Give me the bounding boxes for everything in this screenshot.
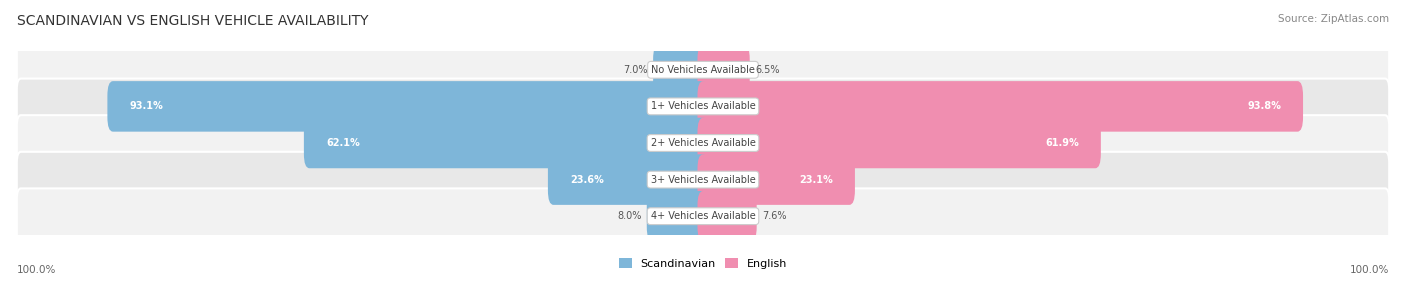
- FancyBboxPatch shape: [654, 45, 709, 95]
- FancyBboxPatch shape: [107, 81, 709, 132]
- Legend: Scandinavian, English: Scandinavian, English: [619, 259, 787, 269]
- FancyBboxPatch shape: [647, 191, 709, 241]
- FancyBboxPatch shape: [17, 79, 1389, 134]
- FancyBboxPatch shape: [304, 118, 709, 168]
- Text: Source: ZipAtlas.com: Source: ZipAtlas.com: [1278, 14, 1389, 24]
- FancyBboxPatch shape: [17, 152, 1389, 207]
- Text: 6.5%: 6.5%: [755, 65, 780, 75]
- FancyBboxPatch shape: [697, 118, 1101, 168]
- Text: 62.1%: 62.1%: [326, 138, 360, 148]
- Text: 3+ Vehicles Available: 3+ Vehicles Available: [651, 175, 755, 184]
- FancyBboxPatch shape: [548, 154, 709, 205]
- Text: 23.1%: 23.1%: [799, 175, 832, 184]
- Text: 1+ Vehicles Available: 1+ Vehicles Available: [651, 102, 755, 111]
- Text: 100.0%: 100.0%: [1350, 265, 1389, 275]
- FancyBboxPatch shape: [17, 115, 1389, 171]
- Text: 93.1%: 93.1%: [129, 102, 163, 111]
- FancyBboxPatch shape: [697, 191, 756, 241]
- FancyBboxPatch shape: [697, 81, 1303, 132]
- Text: 93.8%: 93.8%: [1247, 102, 1281, 111]
- Text: SCANDINAVIAN VS ENGLISH VEHICLE AVAILABILITY: SCANDINAVIAN VS ENGLISH VEHICLE AVAILABI…: [17, 14, 368, 28]
- Text: 100.0%: 100.0%: [17, 265, 56, 275]
- Text: 61.9%: 61.9%: [1045, 138, 1078, 148]
- Text: 7.6%: 7.6%: [762, 211, 787, 221]
- FancyBboxPatch shape: [697, 154, 855, 205]
- Text: 2+ Vehicles Available: 2+ Vehicles Available: [651, 138, 755, 148]
- FancyBboxPatch shape: [17, 188, 1389, 244]
- FancyBboxPatch shape: [17, 42, 1389, 98]
- Text: 4+ Vehicles Available: 4+ Vehicles Available: [651, 211, 755, 221]
- Text: 8.0%: 8.0%: [617, 211, 641, 221]
- Text: No Vehicles Available: No Vehicles Available: [651, 65, 755, 75]
- FancyBboxPatch shape: [697, 45, 749, 95]
- Text: 23.6%: 23.6%: [569, 175, 603, 184]
- Text: 7.0%: 7.0%: [623, 65, 648, 75]
